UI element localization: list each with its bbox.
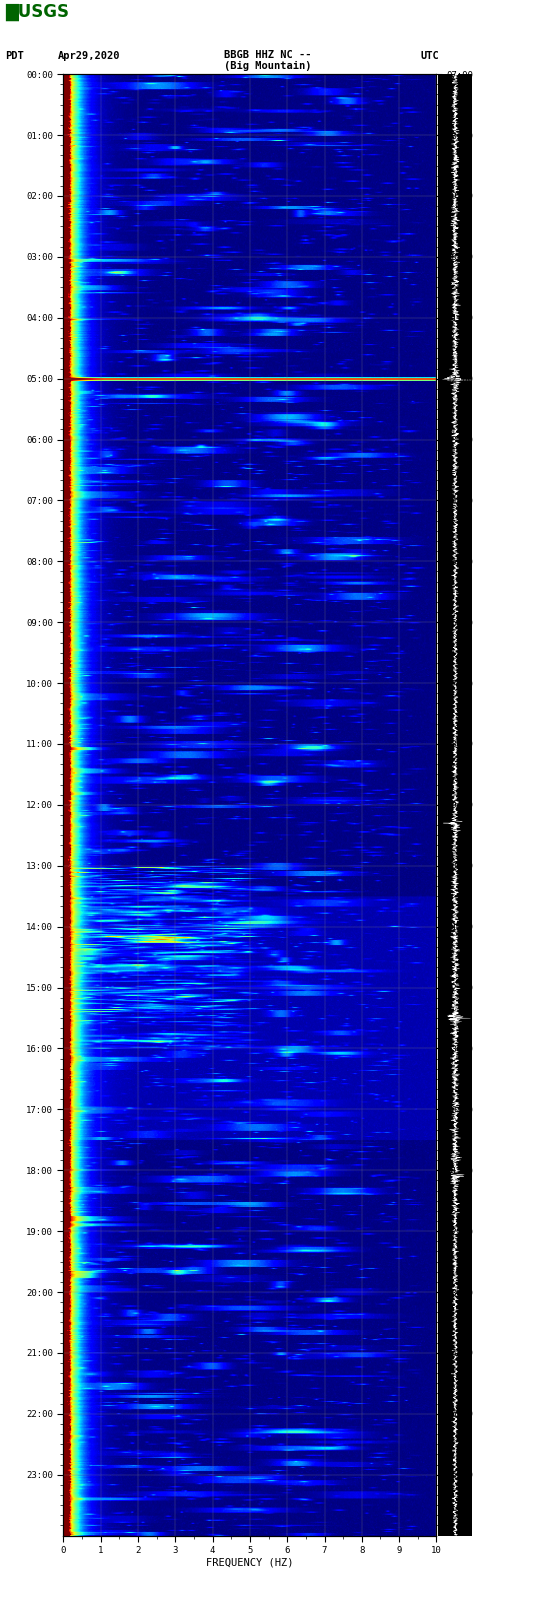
Text: █USGS: █USGS [6,3,70,21]
Text: (Big Mountain): (Big Mountain) [224,61,311,71]
Text: PDT: PDT [6,52,24,61]
Text: BBGB HHZ NC --: BBGB HHZ NC -- [224,50,311,60]
Text: UTC: UTC [421,52,439,61]
X-axis label: FREQUENCY (HZ): FREQUENCY (HZ) [206,1558,294,1568]
Text: Apr29,2020: Apr29,2020 [58,52,120,61]
